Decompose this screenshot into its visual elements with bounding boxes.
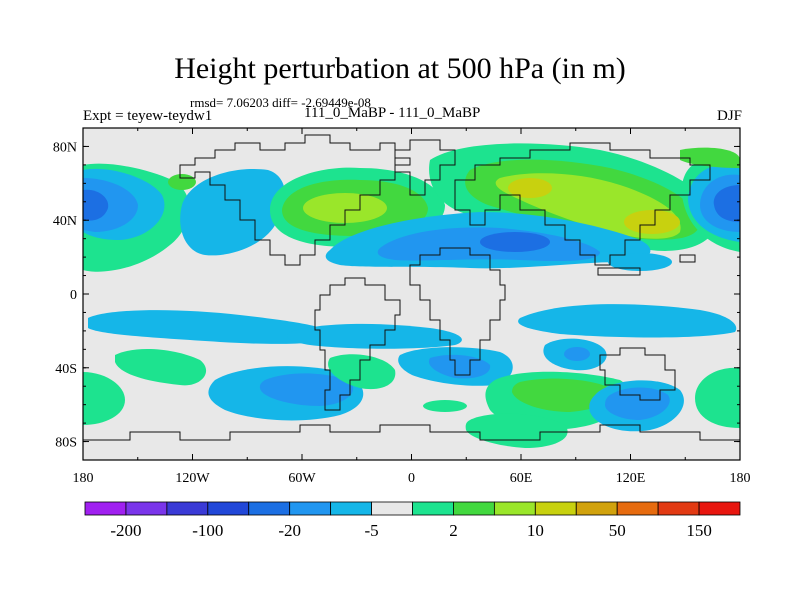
colorbar-swatch [453, 501, 495, 516]
colorbar-swatch [534, 501, 577, 516]
season-label: DJF [716, 108, 742, 124]
coast-greenland [394, 139, 456, 196]
lat-tick-label: 80S [55, 436, 77, 451]
colorbar: -200 -100 -20 -5 2 10 50 150 [84, 501, 741, 540]
colorbar-swatch [166, 501, 209, 516]
colorbar-label: 150 [686, 521, 712, 540]
stats-label: rmsd= 7.06203 diff= -2.69449e-08 [190, 95, 371, 110]
colorbar-label: -20 [278, 521, 301, 540]
coast-south-america [314, 277, 401, 411]
contour-nh-core-west [83, 189, 109, 221]
colorbar-label: 2 [449, 521, 458, 540]
lon-tick-label: 60E [510, 471, 533, 486]
lon-tick-label: 0 [408, 471, 415, 486]
lon-tick-label: 180 [730, 471, 751, 486]
lon-tick-label: 120E [616, 471, 646, 486]
coast-antarctica [83, 424, 740, 441]
contour-core-east [713, 185, 740, 222]
contour-green-sh-west-edge [83, 372, 125, 425]
coastlines [83, 134, 740, 441]
lat-tick-label: 80N [53, 140, 77, 155]
colorbar-label: -200 [110, 521, 141, 540]
experiment-label: Expt = teyew-teydw1 [83, 108, 213, 124]
colorbar-swatch [248, 501, 291, 516]
lon-tick-label: 60W [288, 471, 316, 486]
coast-eurasia [454, 142, 711, 266]
contour-yellow-eurasia-2 [624, 210, 680, 234]
contour-green-sh-west [115, 348, 207, 386]
contour-green-sh-30w [328, 354, 396, 390]
colorbar-swatch [371, 501, 413, 516]
contour-darkblue-sh-80e [564, 347, 590, 361]
colorbar-swatch [330, 501, 372, 516]
contour-green-nwpac [680, 147, 740, 168]
contour-lightgreen-sh-60e [512, 378, 612, 412]
contour-blue-subtrop-west [88, 310, 332, 344]
colorbar-swatch [698, 501, 741, 516]
contour-blue-wpac [608, 253, 672, 271]
contour-blue-core-atlantic [480, 232, 550, 252]
lon-tick-label: 180 [73, 471, 94, 486]
colorbar-swatch [493, 501, 536, 516]
colorbar-swatch [207, 501, 250, 516]
contour-blue-subtrop-east [518, 304, 737, 338]
colorbar-swatch [657, 501, 700, 516]
contour-green-sh-40e [465, 413, 568, 448]
contour-green-sh-0 [423, 400, 467, 412]
axis-ticks: 80N 40N 0 40S 80S 180 120W 60W 0 60E 120E 180 [53, 127, 751, 486]
colorbar-swatch [289, 501, 332, 516]
contour-yellow-eurasia-1 [508, 178, 552, 198]
case-label: 111_0_MaBP - 111_0_MaBP [304, 105, 481, 121]
coast-australia [599, 347, 676, 401]
lat-tick-label: 40S [55, 362, 77, 377]
contour-darkblue-sh-30e [428, 354, 491, 379]
contour-green-sh-east [695, 367, 740, 428]
coast-north-america [179, 134, 411, 266]
lat-tick-label: 0 [70, 288, 77, 303]
plot-title: Height perturbation at 500 hPa (in m) [174, 52, 626, 85]
colorbar-label: -100 [192, 521, 223, 540]
colorbar-label: 50 [609, 521, 626, 540]
colorbar-swatch [84, 501, 127, 516]
colorbar-swatch [125, 501, 168, 516]
lat-tick-label: 40N [53, 214, 77, 229]
contour-field [83, 128, 740, 460]
contour-blue-subtrop-atl [286, 323, 462, 349]
contour-yellowgreen-60w [303, 193, 387, 223]
colorbar-label: -5 [364, 521, 378, 540]
colorbar-swatch [412, 501, 454, 516]
colorbar-label: 10 [527, 521, 544, 540]
coast-asia-islands [597, 254, 696, 276]
colorbar-swatch [575, 501, 618, 516]
coast-africa [409, 247, 506, 376]
lon-tick-label: 120W [175, 471, 210, 486]
contour-darkblue-sh-120e [605, 387, 670, 420]
contour-nh-green-spot [168, 174, 196, 190]
colorbar-swatch [616, 501, 659, 516]
contour-nh-blue-150w [180, 169, 286, 256]
